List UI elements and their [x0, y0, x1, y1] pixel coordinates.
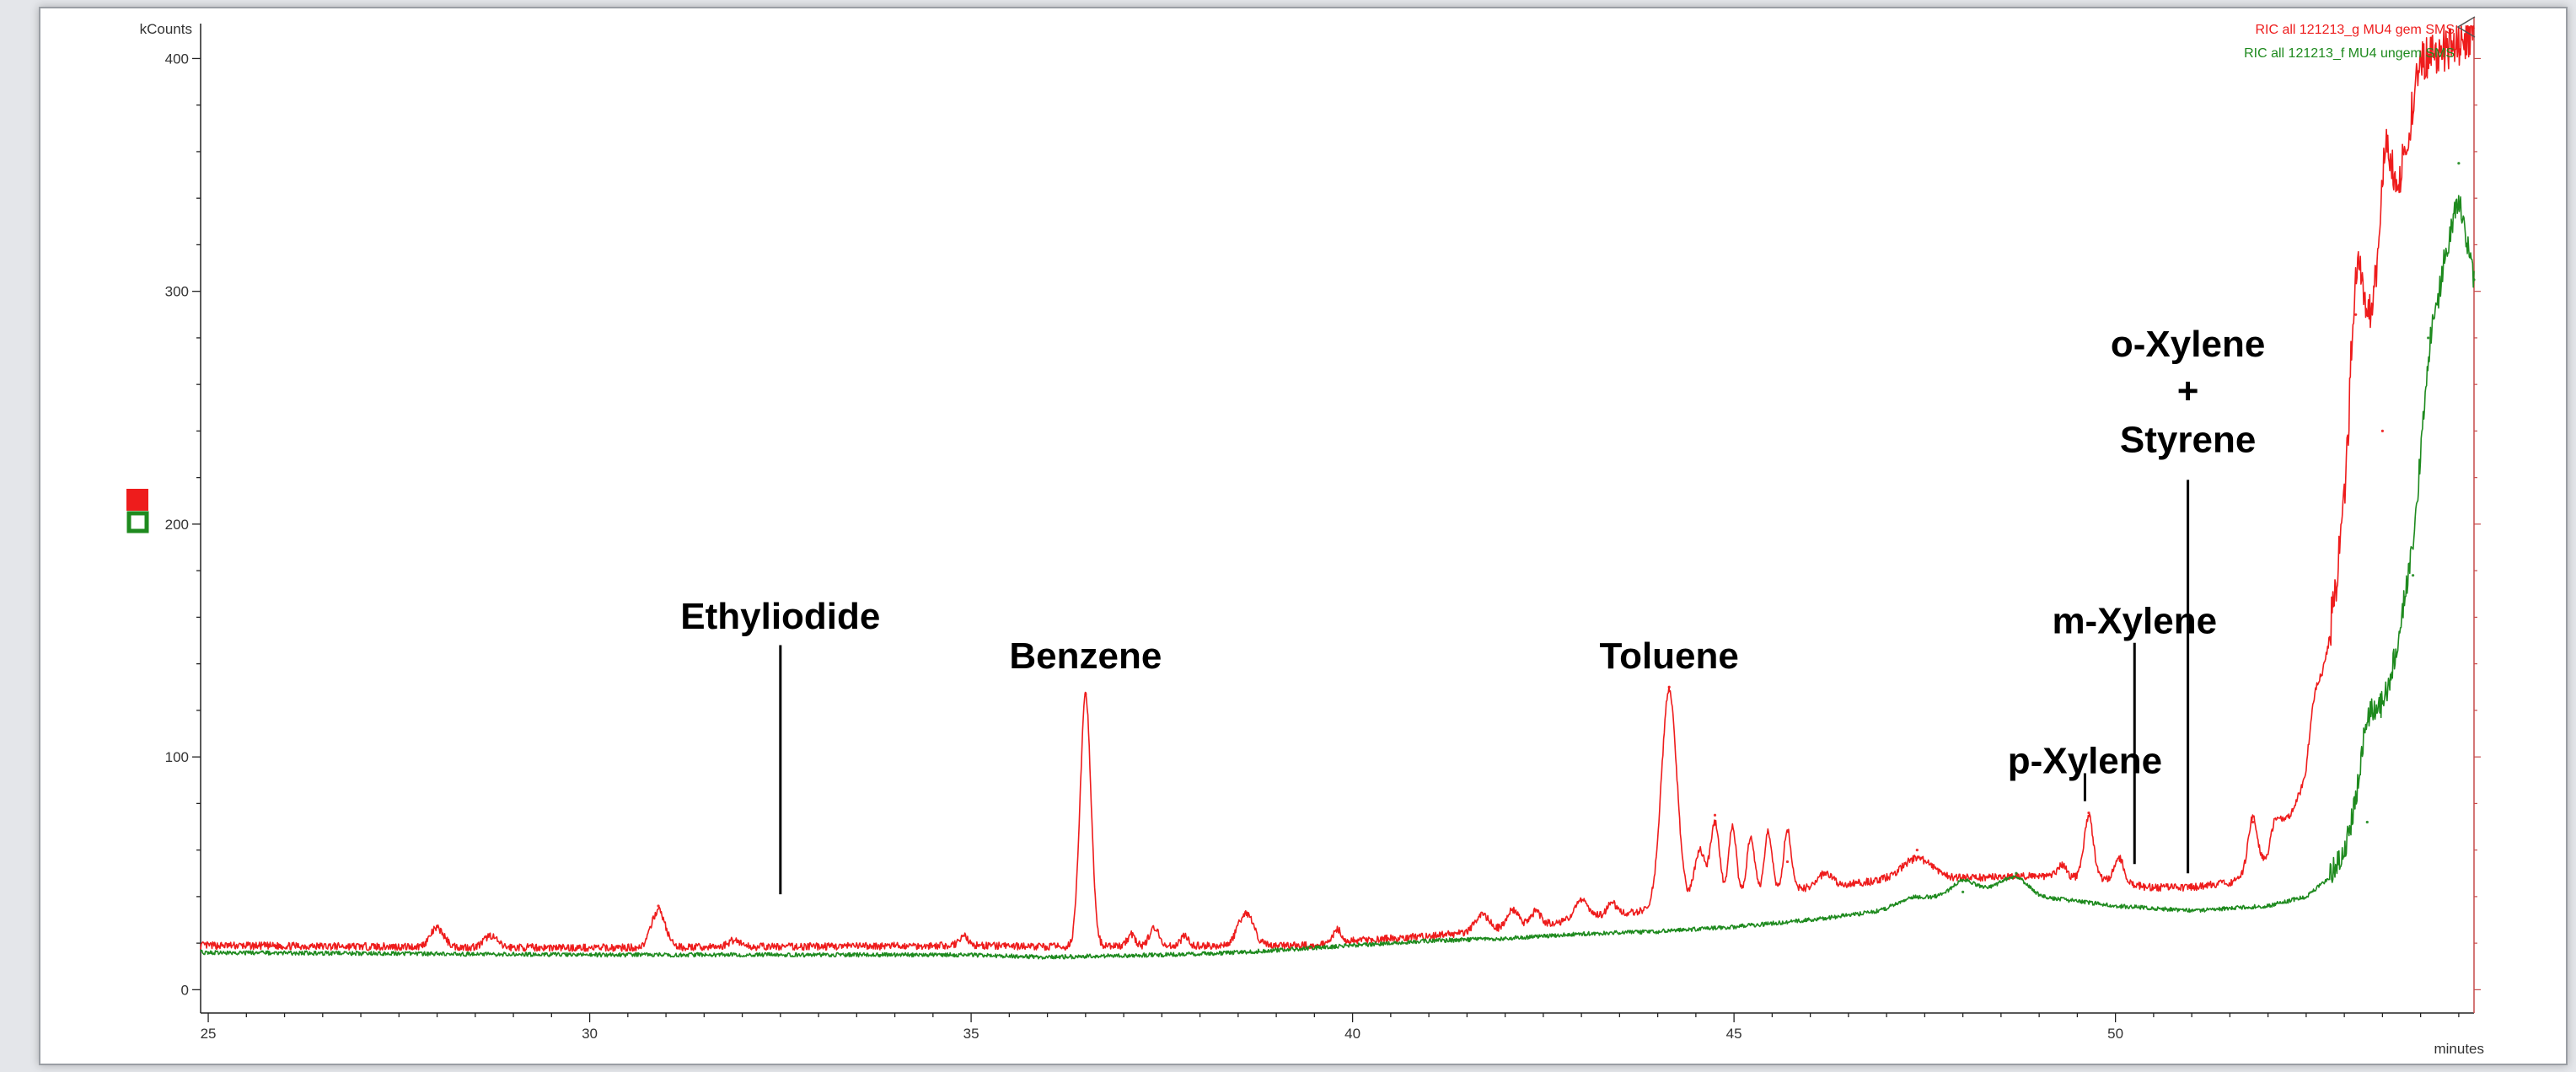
data-point [1732, 925, 1736, 929]
x-axis-label: minutes [2434, 1041, 2484, 1057]
data-point [2251, 820, 2255, 824]
x-tick-label: 35 [963, 1026, 979, 1042]
series-line-2 [200, 195, 2475, 960]
series-line-1 [200, 25, 2475, 952]
y-tick-label: 0 [181, 982, 189, 998]
data-point [1084, 692, 1087, 696]
data-point [1915, 849, 1919, 852]
peak-label: + [2177, 370, 2199, 411]
data-point [2015, 871, 2018, 875]
x-tick-label: 30 [582, 1026, 598, 1042]
data-point [2411, 574, 2415, 577]
cursor-handle-icon[interactable] [2456, 16, 2476, 38]
legend-entry: RIC all 121213_f MU4 ungem SMS [2244, 46, 2455, 61]
legend: RIC all 121213_g MU4 gem SMS RIC all 1212… [2244, 16, 2476, 61]
trace-marker-green[interactable] [126, 511, 149, 533]
data-point [1084, 956, 1087, 959]
axes: 0 100 200 300 400 25 30 35 40 45 50 kCounts minutes [140, 17, 2484, 1057]
x-tick-label: 50 [2107, 1026, 2123, 1042]
x-tick-label: 25 [201, 1026, 217, 1042]
peak-label: m-Xylene [2052, 601, 2217, 642]
peak-label: o-Xylene [2111, 324, 2265, 365]
data-point [2457, 162, 2461, 165]
data-point [1962, 890, 1965, 893]
series-layer [200, 25, 2476, 960]
x-tick-label: 40 [1344, 1026, 1360, 1042]
y-tick-label: 200 [165, 517, 189, 533]
peak-label: Benzene [1009, 635, 1162, 677]
trace-markers[interactable] [126, 489, 149, 533]
peak-label: Toluene [1599, 635, 1738, 677]
data-point [1667, 685, 1671, 689]
trace-marker-red[interactable] [126, 489, 148, 511]
data-point [2365, 820, 2369, 824]
data-point [2267, 904, 2270, 908]
data-point [435, 925, 439, 929]
data-point [2472, 278, 2476, 281]
y-axis-label: kCounts [140, 21, 192, 37]
peak-label: Ethyliodide [680, 596, 880, 637]
data-point [1244, 911, 1248, 914]
data-point [1785, 860, 1790, 864]
y-tick-label: 300 [165, 284, 189, 300]
data-point [2354, 313, 2358, 316]
data-point [2087, 811, 2090, 815]
peak-label: Styrene [2120, 419, 2256, 460]
data-point [1351, 944, 1355, 947]
data-point [2427, 336, 2430, 340]
data-point [1713, 813, 1717, 817]
legend-entry: RIC all 121213_g MU4 gem SMS [2255, 23, 2455, 37]
x-tick-label: 45 [1726, 1026, 1742, 1042]
y-tick-label: 400 [165, 51, 189, 67]
y-tick-label: 100 [165, 749, 189, 765]
chromatogram-window [39, 7, 2568, 1065]
data-point [2419, 56, 2423, 61]
data-point [657, 904, 660, 908]
data-point [2380, 429, 2384, 433]
